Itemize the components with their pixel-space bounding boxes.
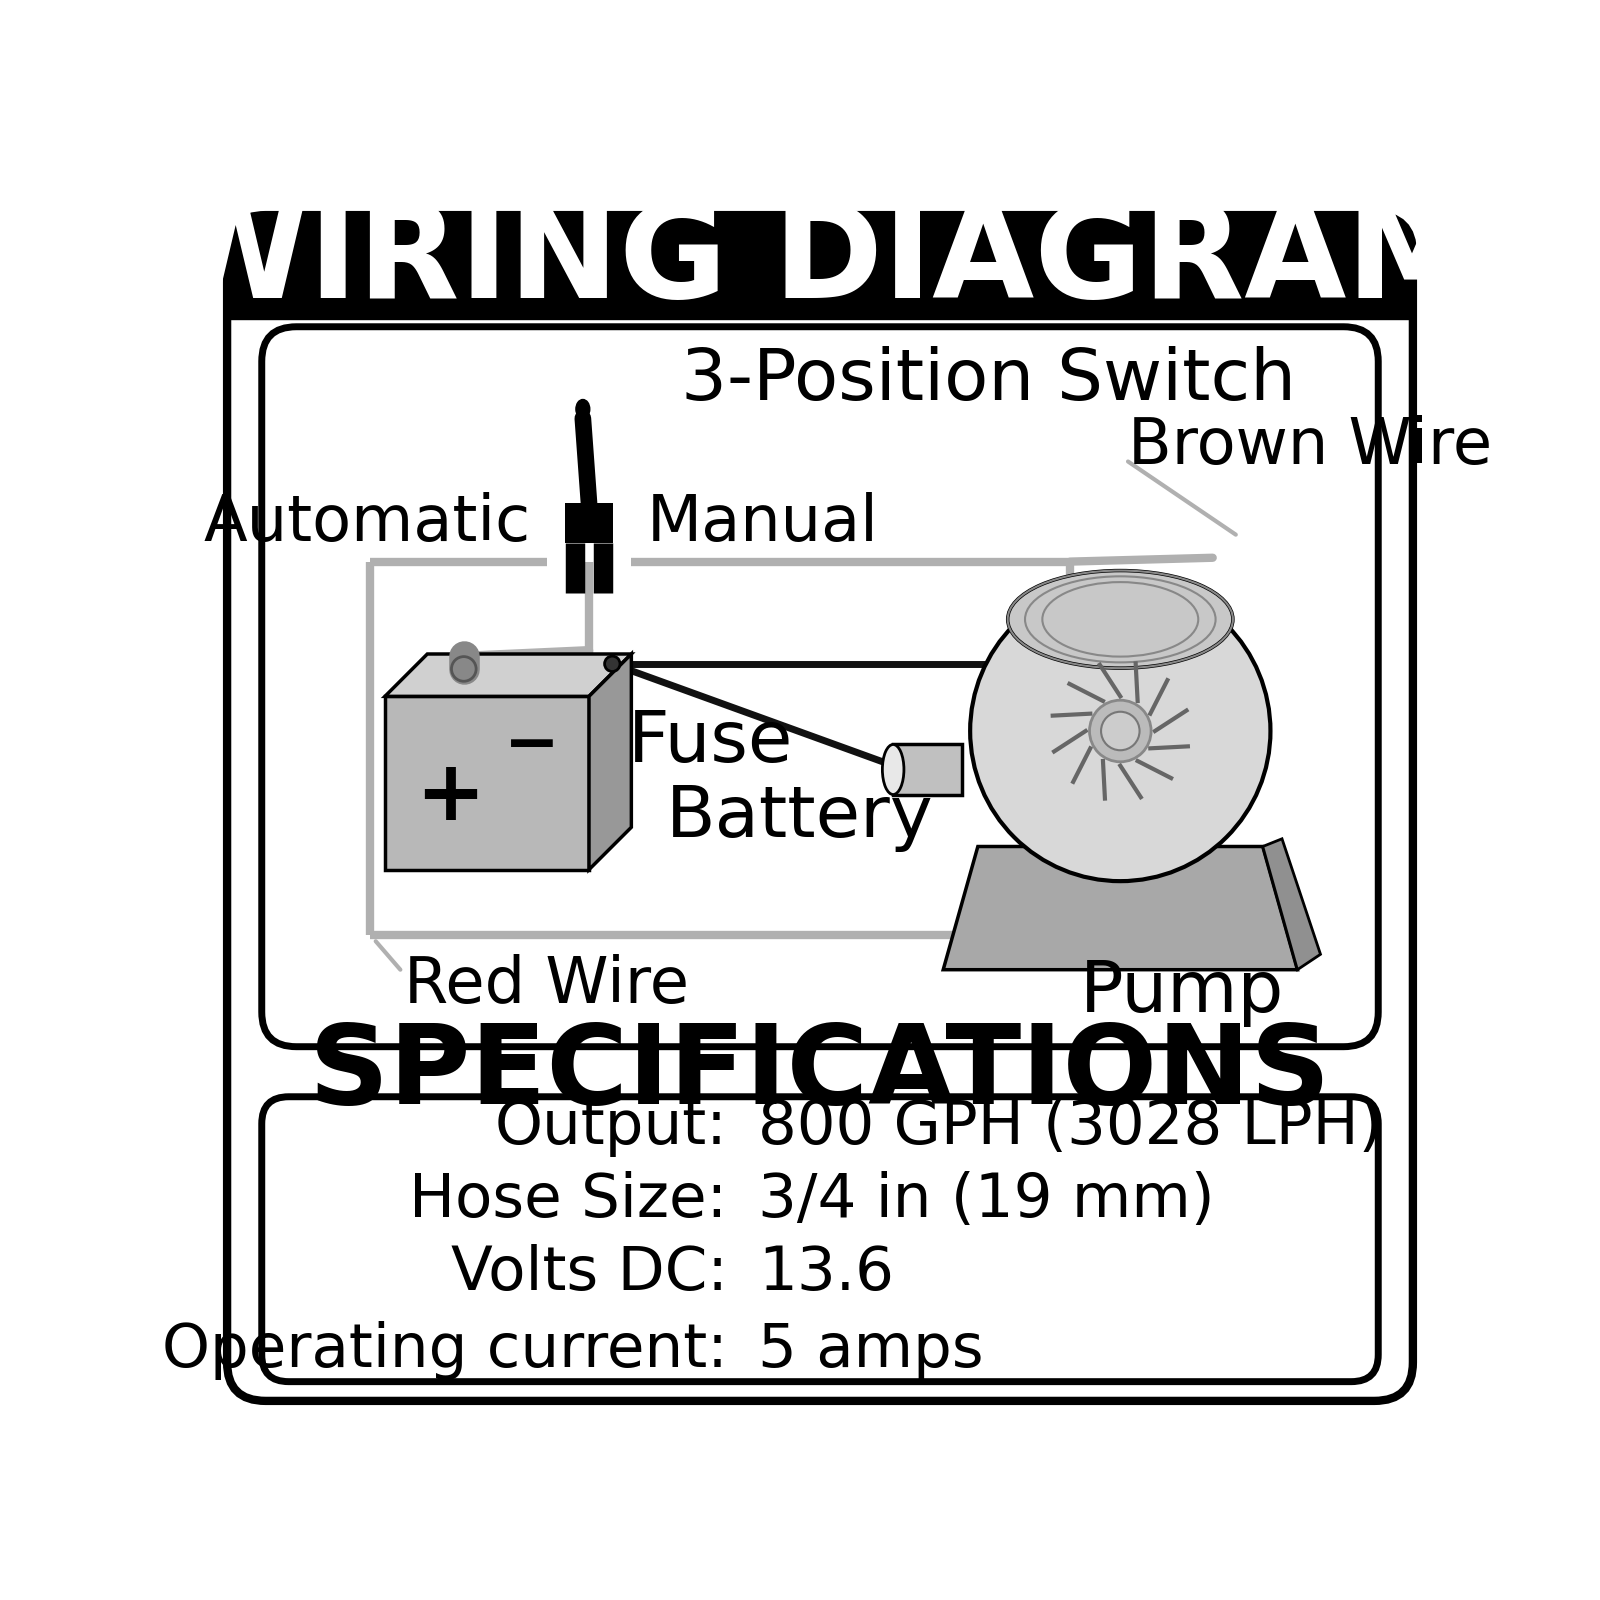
Text: −: −: [504, 712, 560, 778]
Text: Manual: Manual: [646, 493, 878, 554]
Text: Output:: Output:: [494, 1098, 728, 1157]
Polygon shape: [386, 654, 632, 696]
FancyBboxPatch shape: [227, 214, 1413, 1402]
Text: Pump: Pump: [1080, 958, 1285, 1027]
Text: SPECIFICATIONS: SPECIFICATIONS: [309, 1021, 1331, 1126]
Text: Battery: Battery: [666, 782, 934, 853]
Text: 13.6: 13.6: [758, 1245, 894, 1304]
Circle shape: [1090, 701, 1150, 762]
Polygon shape: [589, 654, 632, 870]
FancyBboxPatch shape: [262, 326, 1378, 1046]
Text: Automatic: Automatic: [205, 493, 531, 554]
Text: Red Wire: Red Wire: [405, 954, 690, 1016]
Text: WIRING DIAGRAM: WIRING DIAGRAM: [163, 198, 1477, 325]
Ellipse shape: [576, 400, 590, 419]
Circle shape: [605, 656, 619, 672]
FancyBboxPatch shape: [262, 1096, 1378, 1382]
Text: 5 amps: 5 amps: [758, 1322, 984, 1381]
Text: 800 GPH (3028 LPH): 800 GPH (3028 LPH): [758, 1098, 1382, 1157]
Text: Fuse: Fuse: [627, 709, 794, 778]
Text: 3/4 in (19 mm): 3/4 in (19 mm): [758, 1171, 1214, 1230]
Text: Operating current:: Operating current:: [162, 1322, 728, 1381]
Circle shape: [1101, 712, 1139, 750]
Circle shape: [451, 656, 477, 682]
Circle shape: [970, 581, 1270, 882]
Text: 3-Position Switch: 3-Position Switch: [682, 346, 1296, 414]
Polygon shape: [944, 846, 1298, 970]
Text: +: +: [416, 757, 485, 837]
Bar: [227, 266, 1413, 318]
Text: Brown Wire: Brown Wire: [1128, 414, 1493, 477]
Ellipse shape: [882, 744, 904, 795]
Polygon shape: [1262, 838, 1320, 970]
Ellipse shape: [1008, 571, 1234, 669]
Text: Hose Size:: Hose Size:: [410, 1171, 728, 1230]
Bar: [893, 744, 963, 795]
Bar: [386, 696, 589, 870]
Text: Volts DC:: Volts DC:: [451, 1245, 728, 1304]
FancyBboxPatch shape: [227, 214, 1413, 318]
Bar: [565, 502, 613, 542]
